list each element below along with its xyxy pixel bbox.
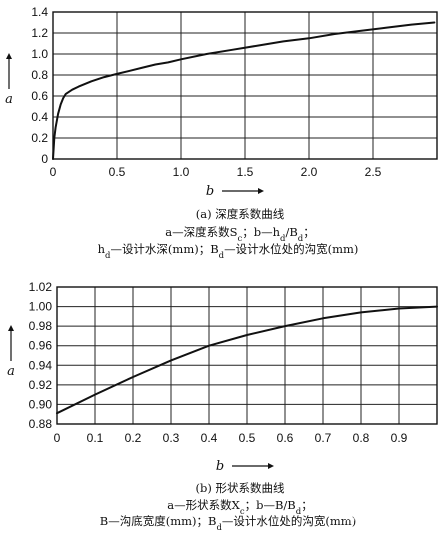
x-tick-label: 0 [54, 431, 61, 445]
y-axis-label: a [7, 364, 15, 379]
watermark-text: 知乎 @给水排水工 [345, 509, 437, 523]
y-tick-label: 0.94 [29, 358, 53, 372]
caption-legend-line2: B—沟底宽度(mm)；Bd—设计水位处的沟宽(mm) [100, 514, 356, 533]
caption-title: (a) 深度系数曲线 [196, 207, 285, 221]
x-tick-label: 1.0 [173, 165, 190, 179]
x-tick-label: 2.0 [301, 165, 318, 179]
chart-panel-b: 0 0.1 0.2 0.3 0.4 0.5 0.6 0.7 0.8 0.9 0.88 0.90 0.92… [7, 280, 438, 474]
x-tick-label: 0.1 [87, 431, 104, 445]
y-tick-label: 0.4 [31, 110, 48, 124]
caption-legend-line1: a—深度系数Sc；b—hd/Bd； [165, 225, 315, 244]
caption-legend-line1: a—形状系数Xc；b—B/Bd； [167, 498, 312, 517]
x-tick-label: 0.5 [109, 165, 126, 179]
y-tick-label: 1.4 [31, 5, 48, 19]
x-tick-label: 0.9 [391, 431, 408, 445]
x-tick-label: 0.7 [315, 431, 332, 445]
y-tick-label: 0 [41, 152, 48, 166]
caption-legend-line2: hd—设计水深(mm)；Bd—设计水位处的沟宽(mm) [98, 242, 359, 261]
x-tick-label: 0.4 [201, 431, 218, 445]
y-tick-label: 1.0 [31, 47, 48, 61]
x-tick-label: 0.6 [277, 431, 294, 445]
y-tick-label: 0.2 [31, 131, 48, 145]
x-axis-arrowhead [268, 463, 274, 469]
y-axis-arrowhead [8, 325, 14, 331]
x-tick-label: 2.5 [365, 165, 382, 179]
plot-frame [52, 11, 438, 160]
x-axis-label: b [216, 459, 224, 474]
y-axis-arrowhead [6, 53, 12, 59]
x-tick-label: 1.5 [237, 165, 254, 179]
y-tick-label: 0.92 [29, 378, 53, 392]
caption-title: (b) 形状系数曲线 [196, 481, 285, 495]
plot-frame [56, 286, 438, 425]
series-line [52, 21, 436, 160]
x-axis-arrowhead [258, 188, 264, 194]
y-tick-label: 1.02 [29, 280, 53, 294]
y-axis-label: a [5, 92, 13, 107]
y-tick-label: 0.90 [29, 397, 53, 411]
x-tick-label: 0.5 [239, 431, 256, 445]
chart-panel-a: 0 0.5 1.0 1.5 2.0 2.5 0 0.2 0.4 0.6 0.8 1.0 1.2 1.4 b a [5, 5, 438, 199]
y-tick-label: 0.88 [29, 417, 53, 431]
y-tick-label: 0.8 [31, 68, 48, 82]
x-tick-label: 0 [50, 165, 57, 179]
x-axis-label: b [206, 184, 214, 199]
x-tick-label: 0.2 [125, 431, 142, 445]
y-tick-label: 1.00 [29, 300, 53, 314]
y-tick-label: 0.96 [29, 339, 53, 353]
x-tick-label: 0.8 [353, 431, 370, 445]
series-line [56, 305, 438, 415]
y-tick-label: 1.2 [31, 26, 48, 40]
y-tick-label: 0.6 [31, 89, 48, 103]
x-tick-label: 0.3 [163, 431, 180, 445]
y-tick-label: 0.98 [29, 319, 53, 333]
